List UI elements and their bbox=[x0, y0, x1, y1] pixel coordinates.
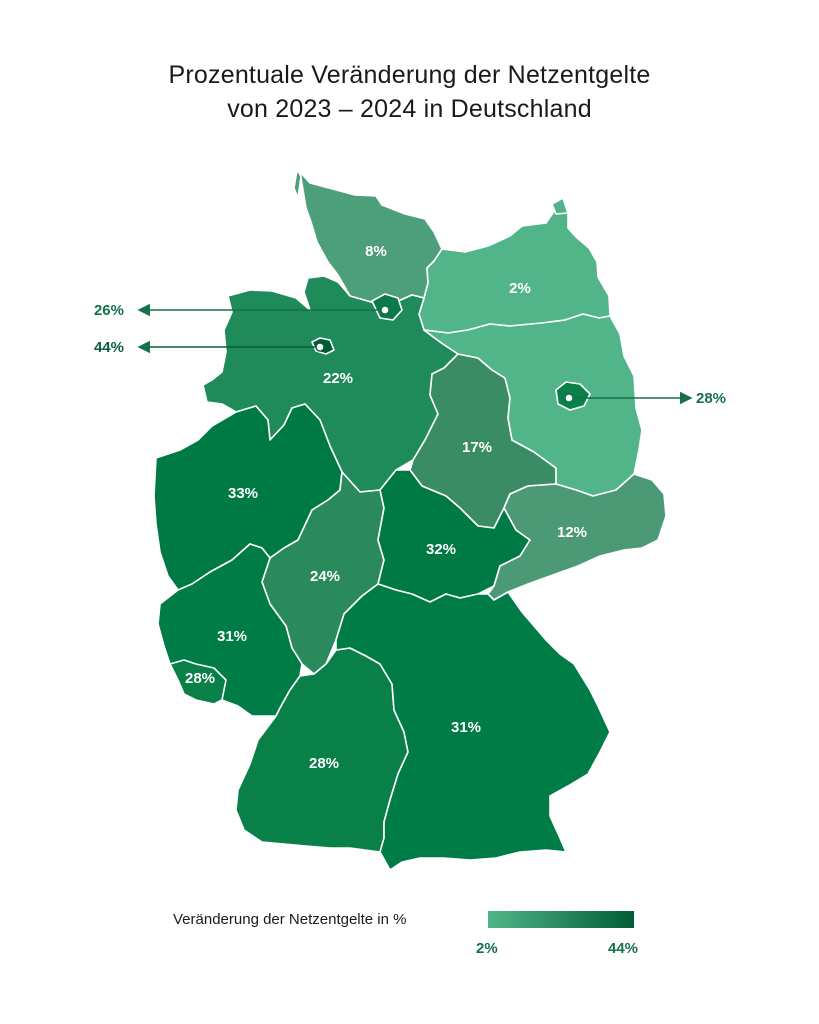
value-label-baden-wuerttemberg: 28% bbox=[309, 755, 339, 772]
value-label-sachsen: 12% bbox=[557, 524, 587, 541]
callout-bremen: 44% bbox=[94, 339, 325, 356]
value-label-rheinland-pfalz: 31% bbox=[217, 628, 247, 645]
region-sachsen bbox=[487, 473, 667, 601]
legend-color-scale bbox=[488, 911, 634, 928]
title-line-1: Prozentuale Veränderung der Netzentgelte bbox=[168, 61, 651, 89]
marker-dot-bremen bbox=[315, 342, 325, 352]
value-label-niedersachsen: 22% bbox=[323, 370, 353, 387]
legend-title: Veränderung der Netzentgelte in % bbox=[173, 911, 407, 928]
region-bayern bbox=[335, 583, 611, 871]
value-label-mecklenburg-vorpommern: 2% bbox=[509, 280, 531, 297]
callout-label-bremen: 44% bbox=[94, 339, 124, 356]
marker-dot-hamburg bbox=[380, 305, 390, 315]
value-label-thueringen: 32% bbox=[426, 541, 456, 558]
callout-label-hamburg: 26% bbox=[94, 302, 124, 319]
region-value-labels: 8% 2% 22% 17% 33% 24% 32% 12% 31% 28% 28… bbox=[185, 243, 587, 772]
value-label-hessen: 24% bbox=[310, 568, 340, 585]
island-ruegen bbox=[551, 197, 569, 215]
callout-hamburg: 26% bbox=[94, 302, 390, 319]
value-label-schleswig-holstein: 8% bbox=[365, 243, 387, 260]
callout-berlin: 28% bbox=[564, 390, 726, 407]
value-label-bayern: 31% bbox=[451, 719, 481, 736]
region-saarland bbox=[169, 659, 227, 705]
map-title: Prozentuale Veränderung der Netzentgelte… bbox=[0, 58, 819, 126]
value-label-nordrhein-westfalen: 33% bbox=[228, 485, 258, 502]
marker-dot-berlin bbox=[564, 393, 574, 403]
legend-max-label: 44% bbox=[608, 940, 639, 957]
value-label-sachsen-anhalt: 17% bbox=[462, 439, 492, 456]
callout-label-berlin: 28% bbox=[696, 390, 726, 407]
title-line-2: von 2023 – 2024 in Deutschland bbox=[227, 95, 592, 123]
region-brandenburg bbox=[423, 313, 643, 497]
value-label-saarland: 28% bbox=[185, 670, 215, 687]
island-sylt bbox=[293, 169, 302, 199]
legend-min-label: 2% bbox=[476, 940, 498, 957]
